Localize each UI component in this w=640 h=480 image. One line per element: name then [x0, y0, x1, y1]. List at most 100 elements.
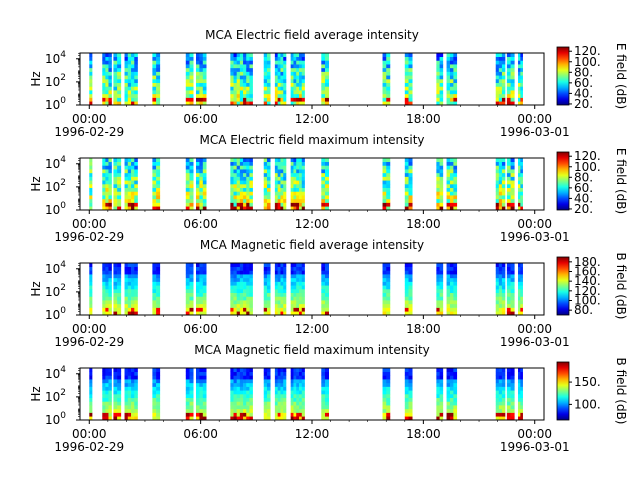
spectrogram-cell	[501, 158, 506, 163]
spectrogram-cell	[506, 382, 511, 387]
spectrogram-cell	[243, 285, 247, 290]
spectrogram-cell	[117, 397, 122, 402]
spectrogram-cell	[404, 270, 409, 275]
spectrogram-cell	[249, 56, 253, 61]
spectrogram-cell	[230, 408, 234, 413]
spectrogram-cell	[518, 274, 521, 279]
spectrogram-cell	[386, 60, 391, 65]
spectrogram-cell	[266, 390, 271, 395]
spectrogram-cell	[152, 371, 157, 376]
spectrogram-cell	[518, 101, 521, 106]
spectrogram-cell	[243, 281, 247, 286]
spectrogram-cell	[280, 386, 284, 391]
spectrogram-cell	[382, 101, 387, 106]
spectrogram-cell	[446, 184, 451, 189]
spectrogram-cell	[246, 202, 250, 207]
spectrogram-cell	[236, 401, 241, 406]
spectrogram-cell	[131, 71, 135, 76]
spectrogram-cell	[266, 296, 271, 301]
spectrogram-cell	[520, 386, 523, 391]
spectrogram-cell	[510, 368, 515, 373]
spectrogram-cell	[296, 172, 300, 177]
spectrogram-cell	[199, 172, 204, 177]
spectrogram-cell	[498, 416, 503, 421]
spectrogram-cell	[386, 79, 391, 84]
spectrogram-cell	[301, 187, 305, 192]
spectrogram-cell	[199, 405, 204, 410]
spectrogram-cell	[495, 382, 500, 387]
spectrogram-cell	[453, 390, 458, 395]
spectrogram-cell	[249, 405, 253, 410]
spectrogram-cell	[506, 274, 511, 279]
spectrogram-cell	[156, 397, 161, 402]
spectrogram-cell	[134, 375, 138, 380]
spectrogram-cell	[436, 386, 440, 391]
spectrogram-cell	[520, 82, 523, 87]
spectrogram-cell	[506, 97, 511, 102]
spectrogram-cell	[202, 263, 207, 268]
spectrogram-cell	[239, 371, 244, 376]
spectrogram-cell	[196, 161, 200, 166]
spectrogram-cell	[102, 285, 106, 290]
spectrogram-cell	[501, 405, 506, 410]
spectrogram-cell	[263, 187, 268, 192]
spectrogram-cell	[439, 206, 444, 211]
spectrogram-cell	[199, 289, 204, 294]
spectrogram-cell	[102, 56, 106, 61]
spectrogram-cell	[89, 184, 93, 189]
spectrogram-cell	[249, 285, 253, 290]
spectrogram-cell	[324, 176, 329, 181]
spectrogram-cell	[266, 263, 271, 268]
spectrogram-cell	[321, 158, 326, 163]
spectrogram-cell	[324, 180, 329, 185]
spectrogram-cell	[501, 198, 506, 203]
spectrogram-cell	[439, 303, 444, 308]
spectrogram-cell	[239, 187, 244, 192]
spectrogram-cell	[518, 93, 521, 98]
spectrogram-cell	[89, 75, 93, 80]
spectrogram-cell	[277, 397, 281, 402]
spectrogram-cell	[131, 390, 135, 395]
spectrogram-cell	[290, 300, 294, 305]
x-tick-label: 00:00	[517, 217, 552, 231]
spectrogram-cell	[449, 86, 454, 91]
spectrogram-cell	[510, 191, 515, 196]
spectrogram-cell	[386, 67, 391, 72]
spectrogram-cell	[404, 64, 409, 69]
spectrogram-cell	[436, 206, 440, 211]
x-tick-label: 00:00	[72, 427, 107, 441]
spectrogram-cell	[236, 161, 241, 166]
spectrogram-cell	[233, 307, 237, 312]
spectrogram-cell	[263, 180, 268, 185]
spectrogram-cell	[449, 371, 454, 376]
spectrogram-cell	[274, 198, 278, 203]
spectrogram-cell	[243, 93, 247, 98]
spectrogram-cell	[501, 285, 506, 290]
spectrogram-cell	[501, 390, 506, 395]
spectrogram-cell	[382, 191, 387, 196]
spectrogram-cell	[102, 296, 106, 301]
spectrogram-cell	[89, 263, 93, 268]
spectrogram-cell	[520, 394, 523, 399]
spectrogram-cell	[321, 416, 326, 421]
spectrogram-cell	[446, 416, 451, 421]
spectrogram-cell	[156, 161, 161, 166]
spectrogram-cell	[296, 165, 300, 170]
spectrogram-cell	[299, 206, 303, 211]
spectrogram-cell	[266, 161, 271, 166]
spectrogram-cell	[520, 165, 523, 170]
spectrogram-cell	[321, 67, 326, 72]
spectrogram-cell	[243, 405, 247, 410]
spectrogram-cell	[293, 82, 297, 87]
spectrogram-cell	[301, 165, 305, 170]
spectrogram-cell	[449, 82, 454, 87]
spectrogram-cell	[453, 90, 458, 95]
spectrogram-cell	[117, 67, 122, 72]
spectrogram-cell	[108, 397, 112, 402]
spectrogram-cell	[404, 307, 409, 312]
spectrogram-cell	[246, 263, 250, 268]
spectrogram-cell	[510, 386, 515, 391]
spectrogram-cell	[296, 416, 300, 421]
spectrogram-cell	[196, 172, 200, 177]
